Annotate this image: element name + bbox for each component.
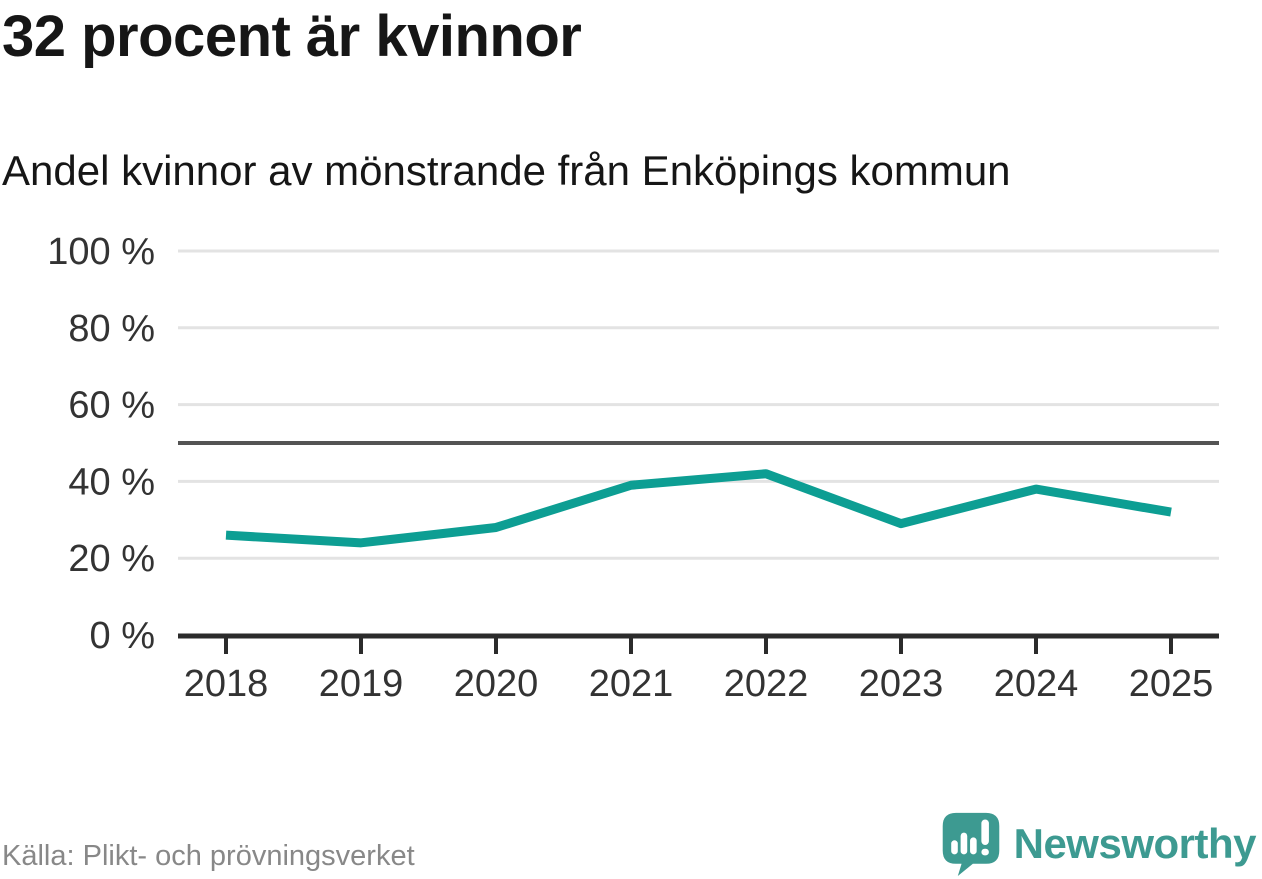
chart-subtitle: Andel kvinnor av mönstrande från Enköpin… — [2, 147, 1011, 194]
y-tick-label: 60 % — [68, 385, 155, 427]
source-label: Källa: Plikt- och prövningsverket — [2, 840, 415, 872]
x-tick-label: 2024 — [994, 663, 1079, 705]
x-tick-label: 2018 — [184, 663, 269, 705]
y-tick-label: 40 % — [68, 461, 155, 503]
y-tick-label: 20 % — [68, 538, 155, 580]
newsworthy-icon — [942, 812, 999, 877]
x-tick-label: 2022 — [724, 663, 809, 705]
y-tick-label: 0 % — [90, 615, 155, 657]
x-tick-label: 2019 — [319, 663, 404, 705]
data-line-share-of-women — [225, 469, 1172, 548]
y-tick-label: 100 % — [47, 231, 155, 273]
chart-title: 32 procent är kvinnor — [2, 4, 582, 69]
x-tick-label: 2023 — [859, 663, 944, 705]
y-tick-label: 80 % — [68, 308, 155, 350]
x-tick-label: 2025 — [1129, 663, 1214, 705]
brand-name: Newsworthy — [1013, 820, 1257, 867]
x-tick-label: 2020 — [454, 663, 539, 705]
x-tick-label: 2021 — [589, 663, 674, 705]
newsworthy-logo: Newsworthy — [940, 811, 1257, 877]
